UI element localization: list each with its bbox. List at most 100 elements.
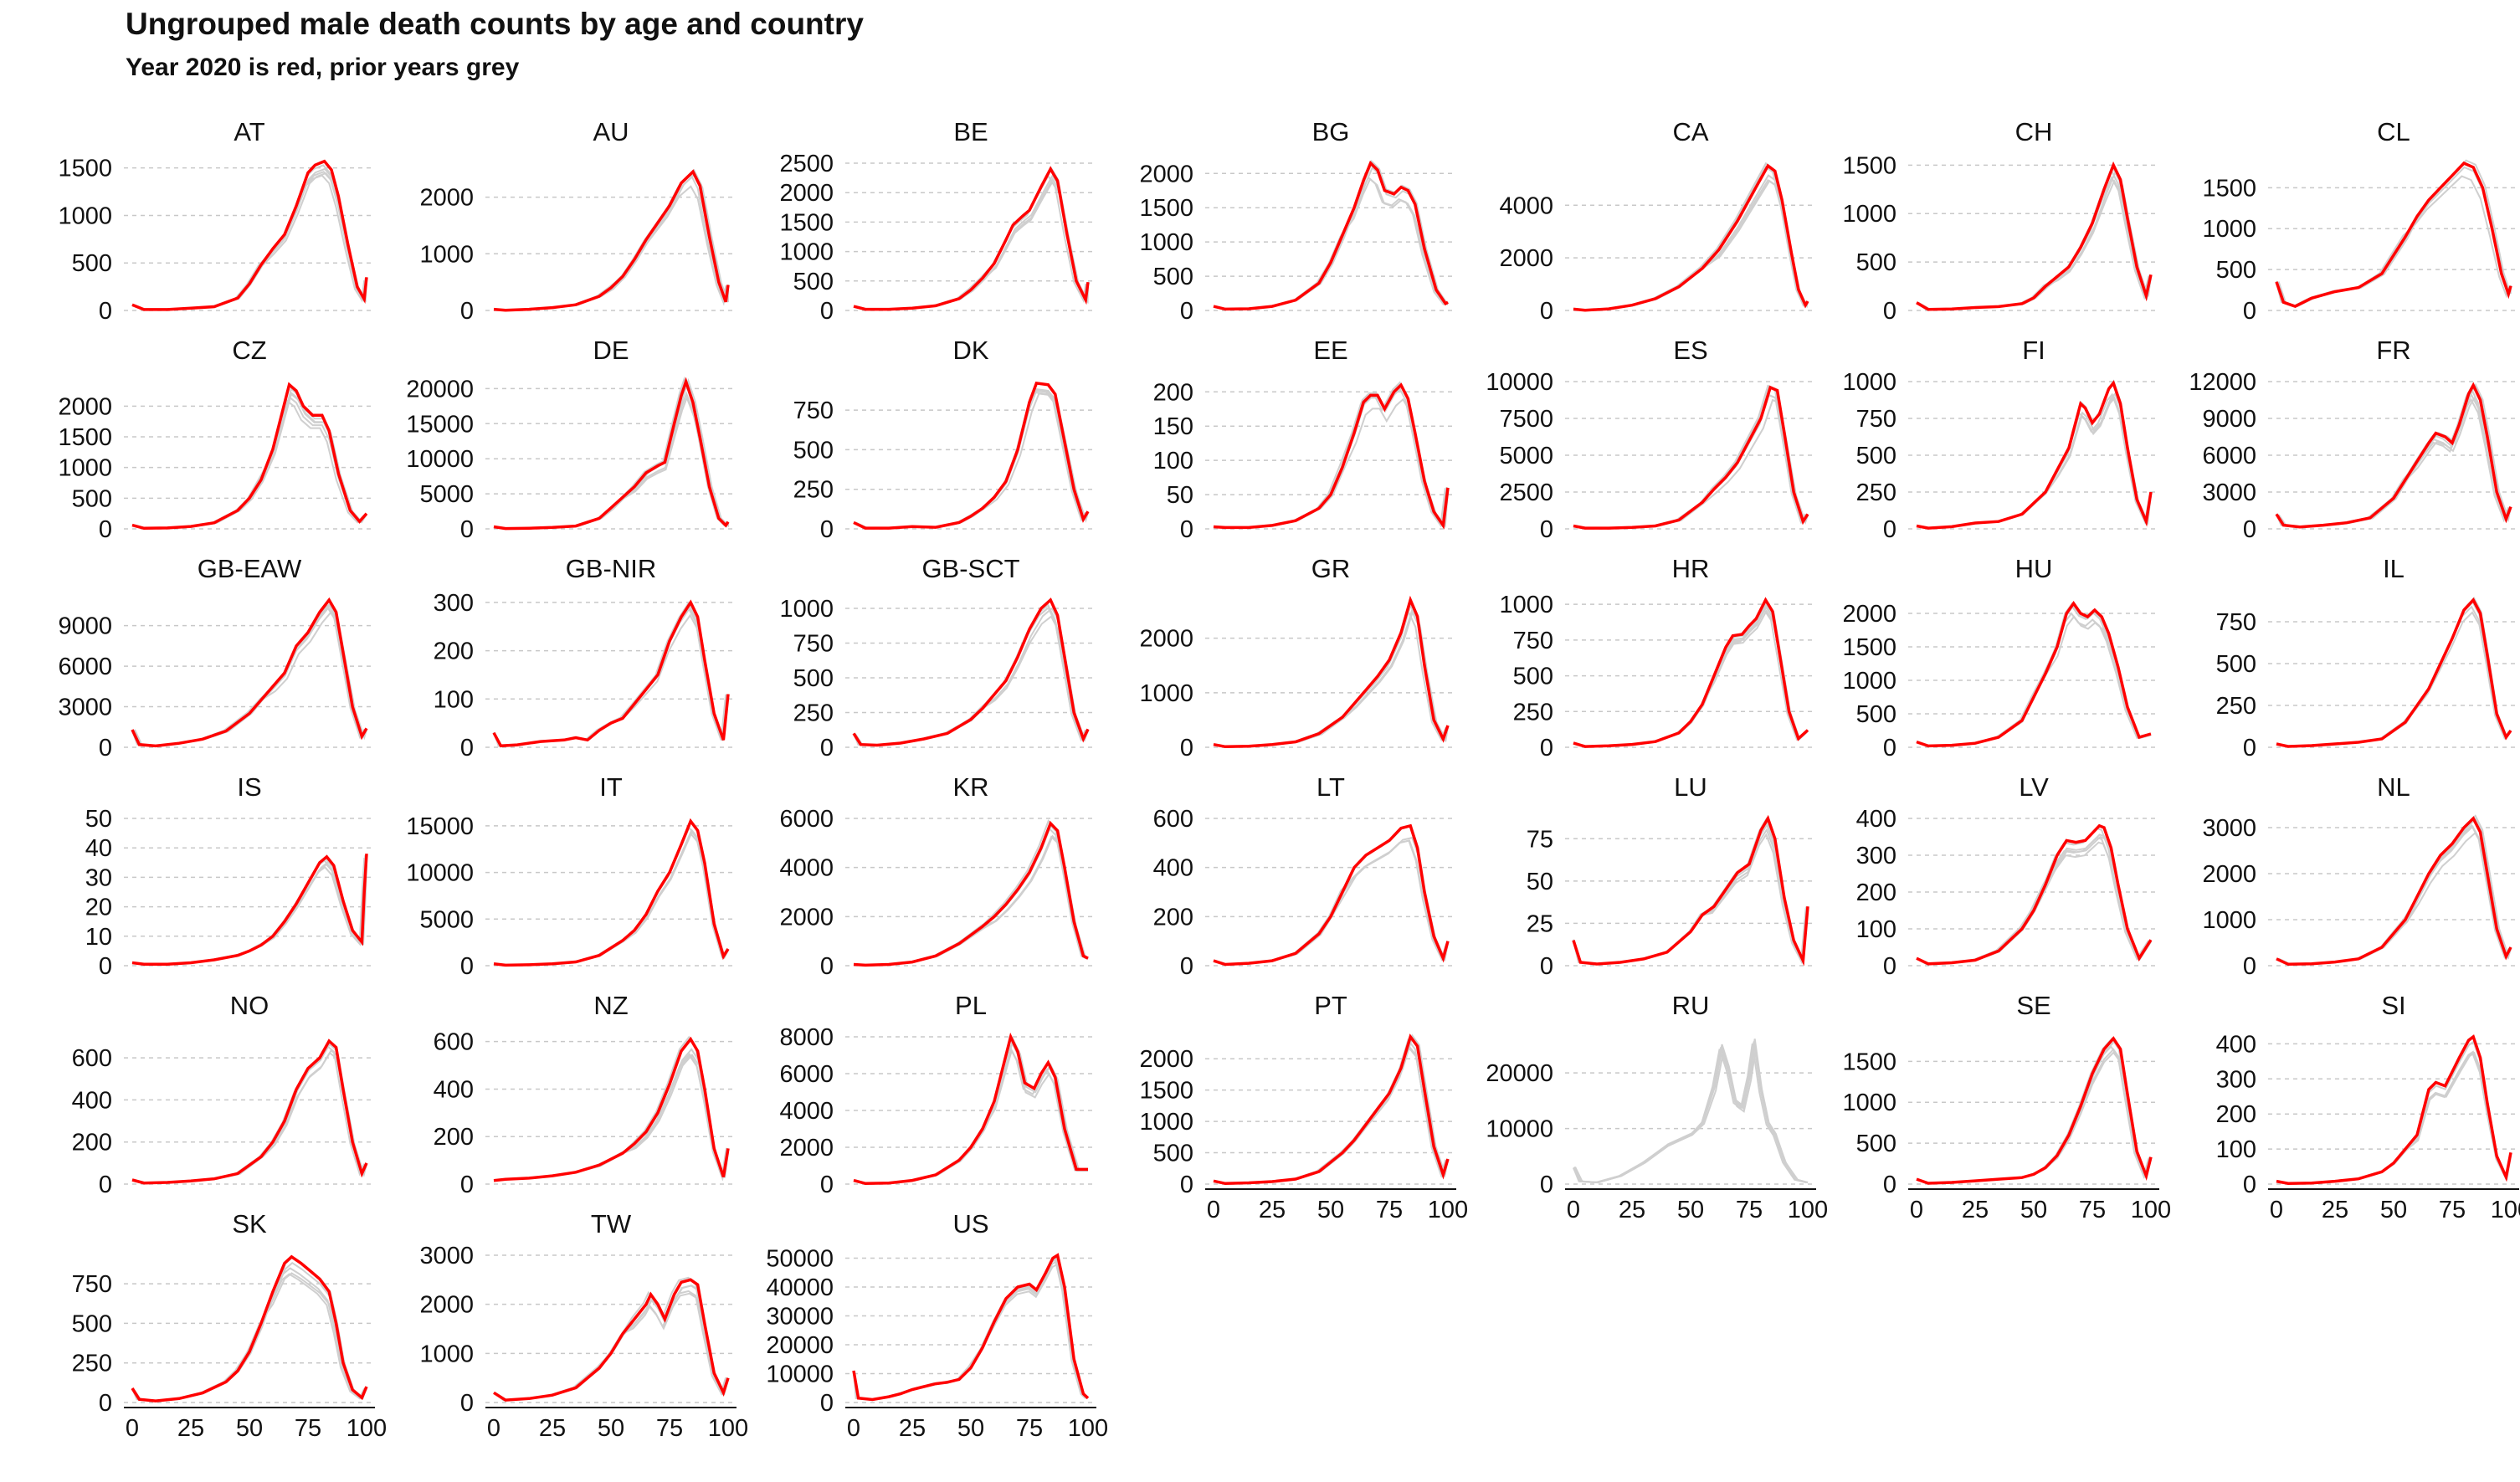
y-tick-label: 2500 xyxy=(779,151,834,177)
prior-year-line xyxy=(853,1258,1088,1401)
y-tick-label: 600 xyxy=(72,1045,112,1072)
panel-title: CA xyxy=(1672,117,1708,146)
prior-year-line xyxy=(1916,1048,2152,1185)
prior-year-line xyxy=(2276,605,2510,748)
prior-year-line xyxy=(1573,1041,1809,1184)
prior-year-line xyxy=(1916,175,2150,310)
panel-at: AT 0 500 1000 1500 xyxy=(58,117,375,325)
prior-year-line xyxy=(1917,392,2152,530)
x-tick-label: 0 xyxy=(847,1415,860,1442)
y-tick-label: 40000 xyxy=(766,1274,834,1301)
x-tick-label: 75 xyxy=(2439,1197,2466,1223)
y-tick-label: 0 xyxy=(99,953,112,980)
y-tick-label: 0 xyxy=(820,953,834,980)
year-2020-line xyxy=(1916,600,2152,748)
y-tick-label: 0 xyxy=(1180,953,1193,980)
y-tick-label: 20 xyxy=(85,895,112,921)
prior-year-line xyxy=(132,1255,367,1403)
y-tick-label: 500 xyxy=(1856,1131,1896,1157)
y-tick-label: 1500 xyxy=(1139,195,1193,222)
panel-tw: TW 0 1000 2000 3000 0 25 50 75 100 xyxy=(419,1209,748,1442)
prior-year-line xyxy=(493,832,729,967)
panel-lv: LV 0 100 200 300 400 xyxy=(1856,772,2159,980)
panel-bg: BG 0 500 1000 1500 2000 xyxy=(1139,117,1456,325)
prior-year-line xyxy=(131,1272,367,1403)
year-2020-line xyxy=(493,1278,730,1402)
prior-year-line xyxy=(493,1053,728,1182)
prior-year-line xyxy=(1916,392,2151,530)
y-tick-label: 250 xyxy=(1513,699,1553,726)
year-2020-line xyxy=(853,166,1090,311)
y-tick-label: 0 xyxy=(820,735,834,762)
year-2020-line xyxy=(852,597,1090,747)
prior-year-line xyxy=(2276,825,2512,966)
year-2020-line xyxy=(131,382,368,531)
y-tick-label: 100 xyxy=(2216,1136,2256,1163)
x-tick-label: 0 xyxy=(1910,1197,1923,1223)
y-tick-label: 9000 xyxy=(58,613,112,640)
y-tick-label: 500 xyxy=(72,250,112,277)
y-tick-label: 750 xyxy=(2216,609,2256,636)
y-tick-label: 30000 xyxy=(766,1303,834,1330)
x-tick-label: 100 xyxy=(708,1415,748,1442)
prior-year-line xyxy=(494,1048,729,1182)
prior-year-line xyxy=(1573,162,1807,311)
y-tick-label: 750 xyxy=(793,630,834,657)
y-tick-label: 500 xyxy=(72,485,112,512)
y-tick-label: 1000 xyxy=(779,239,834,266)
x-tick-label: 25 xyxy=(2322,1197,2348,1223)
y-tick-label: 2000 xyxy=(419,185,474,212)
prior-year-line xyxy=(1213,839,1448,966)
year-2020-line xyxy=(131,159,368,311)
y-tick-label: 600 xyxy=(1153,806,1193,833)
y-tick-label: 1000 xyxy=(2202,216,2256,243)
prior-year-line xyxy=(494,1285,729,1402)
x-tick-label: 75 xyxy=(2079,1197,2106,1223)
prior-year-line xyxy=(1573,178,1809,311)
y-tick-label: 0 xyxy=(99,516,112,543)
x-tick-label: 25 xyxy=(1619,1197,1645,1223)
y-tick-label: 0 xyxy=(1883,735,1896,762)
y-tick-label: 50 xyxy=(85,806,112,833)
panel-se: SE 0 500 1000 1500 0 25 50 75 100 xyxy=(1842,991,2171,1223)
panel-ee: EE 0 50 100 150 200 xyxy=(1153,336,1456,543)
y-tick-label: 250 xyxy=(2216,693,2256,720)
y-tick-label: 2000 xyxy=(58,393,112,420)
year-2020-line xyxy=(852,1253,1090,1402)
panel-nz: NZ 0 200 400 600 xyxy=(434,991,736,1198)
prior-year-line xyxy=(1573,833,1807,966)
year-2020-line xyxy=(1916,380,2153,530)
prior-year-line xyxy=(1214,160,1449,310)
panel-title: GB-SCT xyxy=(921,554,1019,583)
year-2020-line xyxy=(131,1038,368,1185)
y-tick-label: 75 xyxy=(1527,826,1553,853)
panel-pt: PT 0 500 1000 1500 2000 0 25 50 75 100 xyxy=(1139,991,1468,1223)
prior-year-line xyxy=(853,603,1086,746)
y-tick-label: 250 xyxy=(1856,479,1896,506)
y-tick-label: 250 xyxy=(72,1351,112,1377)
panel-title: CL xyxy=(2377,117,2410,146)
y-tick-label: 300 xyxy=(434,590,474,617)
prior-year-line xyxy=(1214,160,1449,310)
x-tick-label: 75 xyxy=(1736,1197,1763,1223)
prior-year-line xyxy=(1573,1043,1807,1184)
y-tick-label: 200 xyxy=(1153,379,1193,406)
y-tick-label: 500 xyxy=(2216,257,2256,284)
x-tick-label: 100 xyxy=(2131,1197,2171,1223)
prior-year-line xyxy=(131,1042,367,1184)
y-tick-label: 4000 xyxy=(779,1098,834,1125)
prior-year-line xyxy=(1916,1051,2152,1185)
y-tick-label: 500 xyxy=(793,269,834,295)
prior-year-line xyxy=(131,607,367,747)
panel-title: NZ xyxy=(593,991,628,1020)
y-tick-label: 1500 xyxy=(58,156,112,182)
year-2020-line xyxy=(131,597,368,748)
y-tick-label: 0 xyxy=(1540,516,1553,543)
prior-year-line xyxy=(2276,162,2512,308)
prior-year-line xyxy=(1214,386,1449,529)
panel-cz: CZ 0 500 1000 1500 2000 xyxy=(58,336,375,543)
y-tick-label: 0 xyxy=(99,735,112,762)
year-2020-line xyxy=(493,377,730,531)
